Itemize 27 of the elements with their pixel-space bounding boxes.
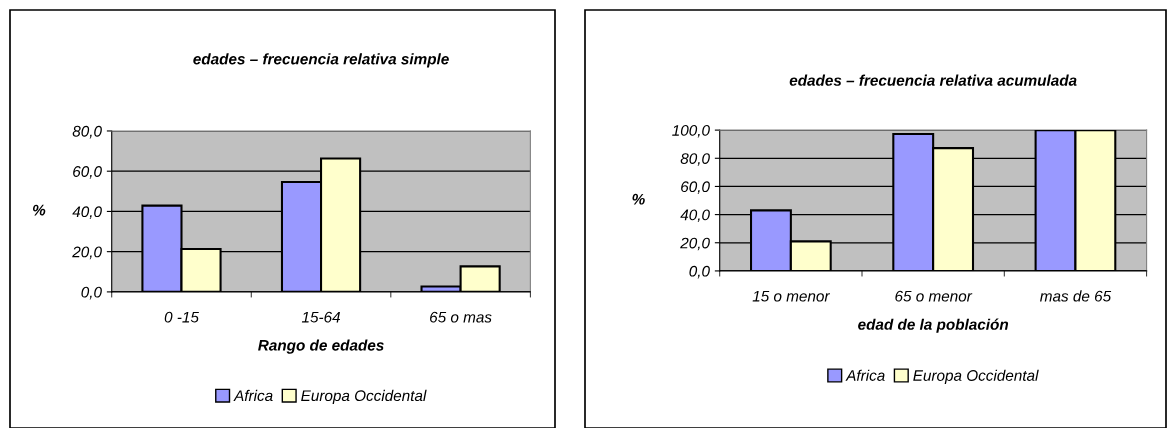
y-tick-label: 0,0 <box>81 286 102 300</box>
legend-label: Europa Occidental <box>301 389 427 405</box>
y-tick-label: 60,0 <box>681 181 710 194</box>
y-tick-label: 0,0 <box>689 265 710 279</box>
y-tick-label: 80,0 <box>72 125 102 139</box>
chart-title: edades – frecuencia relativa simple <box>193 53 449 68</box>
y-tick-label: 100,0 <box>672 124 710 138</box>
y-tick-label: 60,0 <box>73 166 102 179</box>
x-tick-label: 65 o mas <box>430 311 492 323</box>
x-tick-label: 65 o menor <box>895 290 973 302</box>
y-axis-title: % <box>32 204 46 216</box>
legend-label: Africa <box>845 369 885 381</box>
y-tick-label: 40,0 <box>680 209 710 223</box>
x-tick-label: 15-64 <box>301 311 341 323</box>
x-axis-title: Rango de edades <box>258 339 384 354</box>
y-axis-title: % <box>632 193 645 205</box>
chart-title: edades – frecuencia relativa acumulada <box>789 74 1077 86</box>
legend-label: Europa Occidental <box>913 369 1039 384</box>
y-tick-label: 80,0 <box>680 153 710 166</box>
y-tick-label: 20,0 <box>72 246 102 260</box>
x-tick-label: mas de 65 <box>1040 290 1112 302</box>
x-tick-label: 0 -15 <box>164 311 199 323</box>
x-axis-title: edad de la población <box>858 318 1009 333</box>
x-tick-label: 15 o menor <box>752 290 831 302</box>
y-tick-label: 20,0 <box>680 237 710 251</box>
legend-label: Africa <box>233 389 273 402</box>
y-tick-label: 40,0 <box>72 206 102 219</box>
